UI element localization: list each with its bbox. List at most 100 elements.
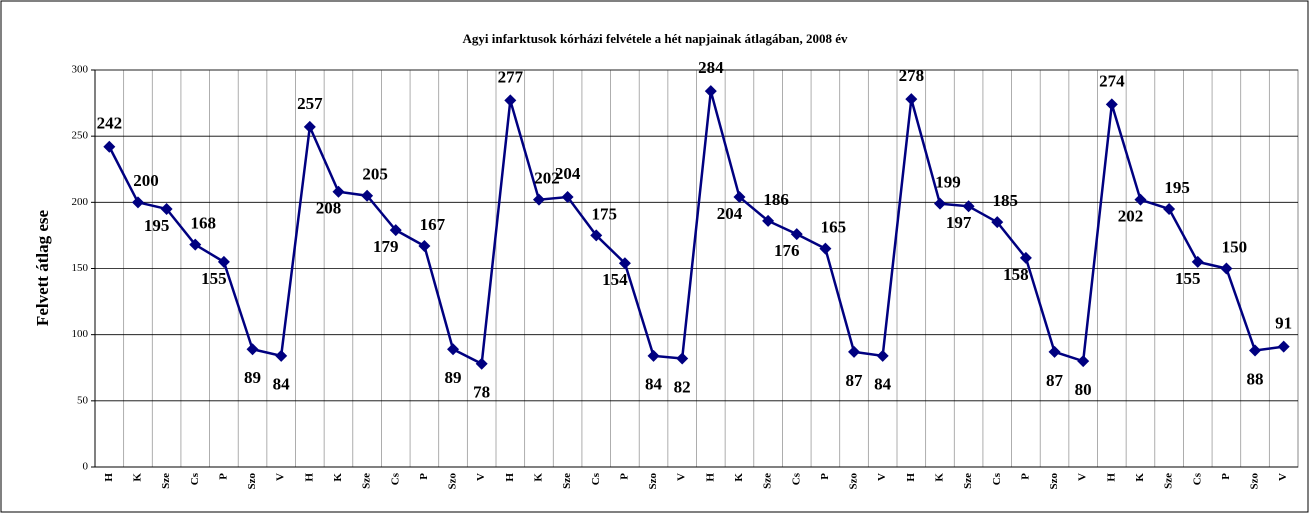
data-label: 88	[1247, 369, 1264, 388]
marker	[790, 228, 803, 241]
data-label: 87	[846, 371, 864, 390]
x-tick-label: P	[418, 473, 430, 480]
x-tick-label: Sze	[361, 473, 373, 489]
marker	[532, 193, 545, 206]
y-axis-label: Felvett átlag ese	[33, 209, 52, 326]
marker	[1105, 98, 1118, 111]
data-label: 179	[373, 237, 399, 256]
x-tick-label: Cs	[790, 472, 802, 485]
y-tick-label: 250	[72, 130, 89, 142]
x-tick-label: Sze	[1163, 473, 1175, 489]
marker	[1134, 193, 1147, 206]
x-tick-label: K	[131, 473, 143, 482]
x-tick-label: P	[217, 473, 229, 480]
x-tick-label: V	[275, 473, 287, 481]
x-tick-label: V	[1077, 473, 1089, 481]
marker	[848, 345, 861, 358]
marker	[1220, 262, 1233, 275]
y-tick-label: 200	[72, 196, 89, 208]
x-tick-label: P	[1019, 473, 1031, 480]
chart-title: Agyi infarktusok kórházi felvétele a hét…	[463, 31, 848, 46]
marker	[1019, 251, 1032, 264]
data-label: 202	[1118, 207, 1144, 226]
data-label: 204	[555, 164, 581, 183]
data-label: 155	[201, 269, 227, 288]
x-tick-label: V	[876, 473, 888, 481]
x-tick-label: V	[676, 473, 688, 481]
data-label: 84	[874, 375, 892, 394]
x-tick-label: Szo	[647, 473, 659, 490]
data-label: 82	[674, 377, 691, 396]
data-label: 89	[244, 368, 261, 387]
data-label: 284	[698, 58, 724, 77]
data-label: 89	[445, 368, 462, 387]
x-tick-label: P	[1220, 473, 1232, 480]
data-label: 87	[1046, 371, 1064, 390]
x-tick-label: Szo	[848, 473, 860, 490]
data-label: 168	[191, 214, 217, 233]
y-tick-label: 50	[77, 394, 89, 406]
data-label: 186	[763, 190, 789, 209]
marker	[361, 189, 374, 202]
x-tick-label: K	[733, 473, 745, 482]
data-label: 155	[1175, 269, 1201, 288]
x-tick-label: K	[332, 473, 344, 482]
marker	[1163, 202, 1176, 215]
data-label: 208	[316, 199, 342, 218]
marker	[618, 257, 631, 270]
marker	[1191, 255, 1204, 268]
marker	[246, 343, 259, 356]
x-tick-label: H	[905, 473, 917, 482]
marker	[590, 229, 603, 242]
line	[108, 90, 1284, 366]
data-label: 200	[133, 171, 159, 190]
marker	[189, 238, 202, 251]
marker	[962, 200, 975, 213]
marker	[991, 216, 1004, 229]
x-tick-label: H	[704, 473, 716, 482]
x-tick-label: H	[504, 473, 516, 482]
x-tick-label: V	[1277, 473, 1289, 481]
y-tick-label: 100	[72, 328, 89, 340]
marker	[647, 349, 660, 362]
data-label: 242	[97, 114, 123, 133]
marker	[876, 349, 889, 362]
data-label: 80	[1075, 380, 1092, 399]
x-tick-label: K	[933, 473, 945, 482]
data-label: 204	[717, 204, 743, 223]
marker	[1277, 340, 1290, 353]
marker	[504, 94, 517, 107]
marker	[762, 214, 775, 227]
data-label: 185	[993, 191, 1019, 210]
data-label: 195	[1164, 178, 1190, 197]
x-tick-label: Sze	[762, 473, 774, 489]
x-tick-label: K	[532, 473, 544, 482]
x-tick-label: Sze	[160, 473, 172, 489]
data-label: 176	[774, 241, 800, 260]
x-tick-label: H	[1105, 473, 1117, 482]
x-tick-label: P	[618, 473, 630, 480]
data-label: 154	[602, 270, 628, 289]
data-label: 195	[144, 216, 170, 235]
y-tick-label: 300	[72, 64, 89, 76]
x-tick-label: Szo	[246, 473, 258, 490]
data-label: 158	[1003, 265, 1029, 284]
marker	[933, 197, 946, 210]
x-tick-label: P	[819, 473, 831, 480]
data-label: 84	[273, 375, 291, 394]
marker	[217, 255, 230, 268]
marker	[475, 357, 488, 370]
x-tick-label: Cs	[1191, 472, 1203, 485]
marker	[275, 349, 288, 362]
marker	[704, 85, 717, 98]
x-tick-label: Cs	[991, 472, 1003, 485]
x-tick-label: Szo	[1249, 473, 1261, 490]
data-label: 277	[498, 67, 524, 86]
x-tick-label: K	[1134, 473, 1146, 482]
marker	[561, 191, 574, 204]
data-label: 199	[935, 173, 961, 192]
marker	[1077, 355, 1090, 368]
x-tick-label: Szo	[447, 473, 459, 490]
data-label: 257	[297, 94, 323, 113]
data-label: 278	[899, 66, 925, 85]
